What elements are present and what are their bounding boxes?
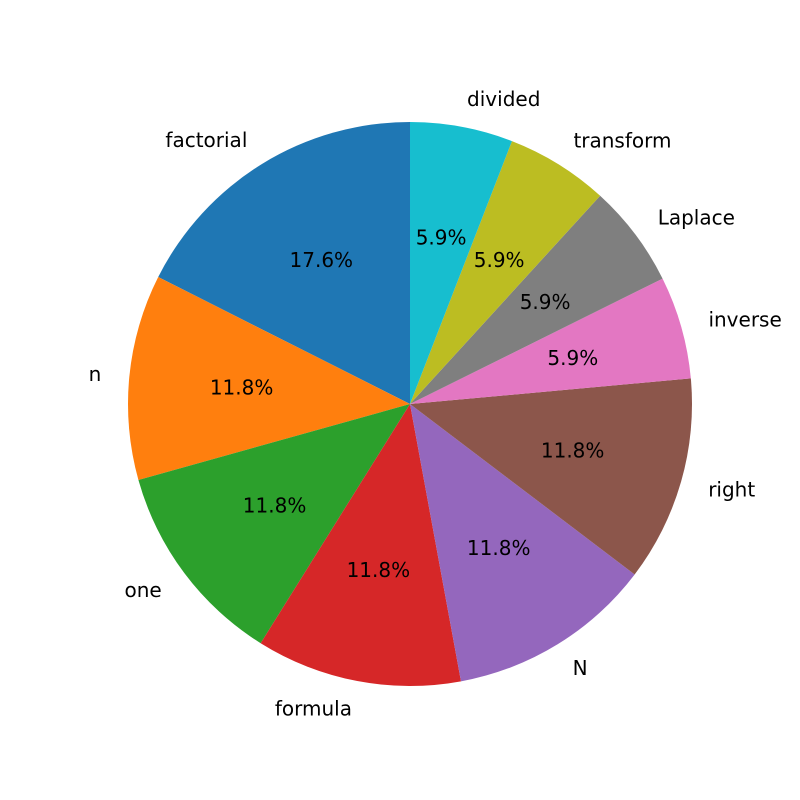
pct-label-divided: 5.9% <box>416 226 467 250</box>
slice-label-right: right <box>708 477 755 501</box>
slice-label-formula: formula <box>275 697 352 721</box>
pie-slice-one <box>138 404 410 644</box>
pie-slice-right <box>410 378 692 575</box>
pie-slice-n <box>127 276 410 480</box>
slice-label-transform: transform <box>573 128 671 152</box>
slice-label-divided: divided <box>467 87 540 111</box>
pct-label-right: 11.8% <box>541 439 605 463</box>
pie-slices <box>127 122 692 686</box>
slice-label-factorial: factorial <box>165 128 247 152</box>
slice-label-laplace: Laplace <box>658 205 735 229</box>
pie-slice-factorial <box>158 122 410 404</box>
pct-label-transform: 5.9% <box>474 248 525 272</box>
pct-label-formula: 11.8% <box>347 558 411 582</box>
pie-slice-laplace <box>410 195 663 404</box>
pie-slice-inverse <box>410 278 691 404</box>
slice-label-n: n <box>89 362 102 386</box>
slice-label-inverse: inverse <box>708 307 781 331</box>
pct-label-laplace: 5.9% <box>520 290 571 314</box>
pct-label-factorial: 17.6% <box>290 248 354 272</box>
slice-label-n: N <box>573 656 588 680</box>
pie-slice-n <box>410 404 635 682</box>
percentage-labels: 17.6% 11.8% 11.8% 11.8% 11.8% 11.8% 5.9% 5.9% 5.… <box>210 226 605 583</box>
pct-label-n: 11.8% <box>467 536 531 560</box>
slice-label-one: one <box>124 578 161 602</box>
pie-slice-formula <box>260 404 461 686</box>
pct-label-inverse: 5.9% <box>547 346 598 370</box>
pct-label-one: 11.8% <box>243 493 307 517</box>
pie-slice-divided <box>410 122 512 404</box>
pct-label-n: 11.8% <box>210 376 274 400</box>
pie-slice-transform <box>410 141 601 404</box>
